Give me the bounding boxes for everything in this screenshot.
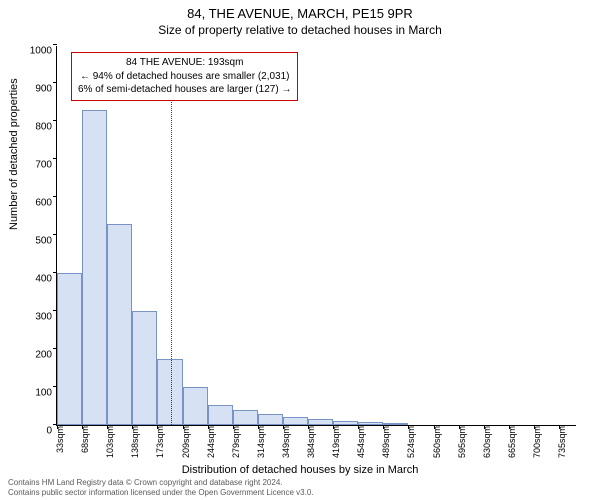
x-axis-label: Distribution of detached houses by size … [0, 464, 600, 476]
x-tick-label: 595sqm [457, 426, 467, 458]
histogram-bar [208, 405, 233, 425]
x-tick-label: 700sqm [532, 426, 542, 458]
chart-title: 84, THE AVENUE, MARCH, PE15 9PR [0, 6, 600, 21]
y-tick-label: 500 [17, 236, 52, 247]
y-tick-label: 1000 [17, 46, 52, 57]
histogram-bar [258, 414, 283, 425]
y-tick-label: 0 [17, 426, 52, 437]
y-tick-label: 300 [17, 312, 52, 323]
histogram-bar [233, 410, 258, 425]
histogram-bar [132, 311, 157, 425]
x-tick-label: 454sqm [356, 426, 366, 458]
annotation-line: 6% of semi-detached houses are larger (1… [78, 83, 291, 97]
x-tick-label: 314sqm [256, 426, 266, 458]
x-tick-label: 419sqm [331, 426, 341, 458]
y-tick-label: 800 [17, 122, 52, 133]
histogram-bar [333, 421, 358, 425]
histogram-bar [283, 417, 308, 425]
histogram-bar [383, 423, 408, 425]
x-tick-label: 524sqm [406, 426, 416, 458]
plot-region: 0100200300400500600700800900100033sqm68s… [56, 46, 576, 426]
x-tick-label: 489sqm [381, 426, 391, 458]
histogram-bar [157, 359, 182, 426]
y-tick-label: 600 [17, 198, 52, 209]
y-tick-label: 400 [17, 274, 52, 285]
histogram-bar [107, 224, 132, 425]
histogram-bar [183, 387, 208, 425]
annotation-line: 84 THE AVENUE: 193sqm [78, 56, 291, 70]
x-tick-label: 349sqm [281, 426, 291, 458]
x-tick-label: 630sqm [482, 426, 492, 458]
x-tick-label: 244sqm [206, 426, 216, 458]
x-tick-label: 103sqm [105, 426, 115, 458]
histogram-bar [57, 273, 82, 425]
footer-line: Contains HM Land Registry data © Crown c… [8, 478, 314, 488]
footer-line: Contains public sector information licen… [8, 488, 314, 498]
x-tick-label: 384sqm [306, 426, 316, 458]
x-tick-label: 138sqm [130, 426, 140, 458]
annotation-line: ← 94% of detached houses are smaller (2,… [78, 70, 291, 84]
reference-line [171, 87, 172, 425]
histogram-bar [308, 419, 333, 425]
histogram-bar [358, 422, 383, 425]
x-tick-label: 68sqm [80, 426, 90, 453]
footer-attribution: Contains HM Land Registry data © Crown c… [8, 478, 314, 498]
y-tick-label: 900 [17, 84, 52, 95]
histogram-bar [82, 110, 107, 425]
x-tick-label: 173sqm [155, 426, 165, 458]
y-tick-label: 200 [17, 350, 52, 361]
y-tick-label: 100 [17, 388, 52, 399]
chart-subtitle: Size of property relative to detached ho… [0, 23, 600, 37]
x-tick-label: 735sqm [557, 426, 567, 458]
y-tick-label: 700 [17, 160, 52, 171]
x-tick-label: 33sqm [55, 426, 65, 453]
annotation-box: 84 THE AVENUE: 193sqm← 94% of detached h… [71, 52, 298, 101]
x-tick-label: 279sqm [231, 426, 241, 458]
x-tick-label: 665sqm [507, 426, 517, 458]
x-tick-label: 209sqm [181, 426, 191, 458]
x-tick-label: 560sqm [432, 426, 442, 458]
chart-area: 0100200300400500600700800900100033sqm68s… [56, 46, 576, 426]
